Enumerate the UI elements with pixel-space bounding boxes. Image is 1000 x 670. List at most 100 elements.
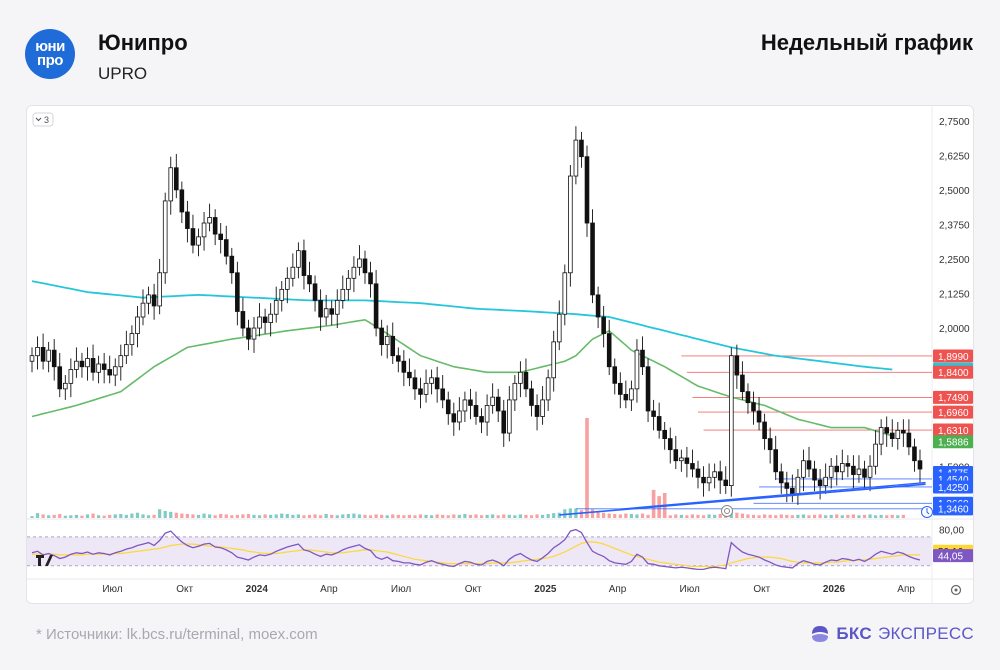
candle-up xyxy=(279,288,285,301)
level-price-label: 1,6310 xyxy=(938,426,969,437)
candle-down xyxy=(229,255,235,274)
volume-bar xyxy=(230,515,234,518)
settings-gear-icon[interactable] xyxy=(950,584,962,596)
candle-up xyxy=(540,399,545,417)
volume-bar xyxy=(74,514,78,518)
candle-down xyxy=(468,399,473,406)
time-tick-label: 2026 xyxy=(823,584,846,595)
candle-up xyxy=(351,266,357,279)
volume-bar xyxy=(446,515,450,518)
volume-bar xyxy=(47,515,51,518)
volume-bar xyxy=(30,516,34,518)
volume-bar xyxy=(713,514,717,518)
volume-bar xyxy=(546,513,550,518)
volume-bar xyxy=(535,514,539,518)
candle-down xyxy=(212,217,218,235)
volume-bar xyxy=(274,514,278,518)
volume-bar xyxy=(196,514,201,518)
volume-bar xyxy=(257,515,262,518)
rsi-ma-line xyxy=(32,541,920,568)
candle-down xyxy=(529,388,534,406)
bcs-express-brand[interactable]: БКС ЭКСПРЕСС xyxy=(810,624,974,644)
volume-bar xyxy=(35,513,40,518)
time-tick-label: Окт xyxy=(176,584,193,595)
volume-bar xyxy=(263,514,267,518)
candle-up xyxy=(129,333,135,346)
volume-bar xyxy=(812,514,817,518)
candle-up xyxy=(551,341,556,379)
level-price-label-bg xyxy=(933,405,973,419)
logo-line-2: про xyxy=(37,52,63,69)
candle-down xyxy=(901,429,906,434)
volume-bar xyxy=(751,514,756,518)
candle-up xyxy=(74,360,79,370)
candle-down xyxy=(595,294,601,318)
candle-down xyxy=(107,369,113,376)
candle-up xyxy=(273,300,279,315)
candle-down xyxy=(773,449,778,473)
candle-down xyxy=(440,388,445,401)
price-chart[interactable]: 3 2,7500 2,6250 2,5000 2,3750 2,2500 2,1250 2,… xyxy=(27,106,973,603)
volume-bar xyxy=(840,515,844,518)
candle-down xyxy=(673,449,679,462)
candle-up xyxy=(135,316,140,334)
volume-bar xyxy=(441,514,445,518)
volume-bar xyxy=(402,515,406,518)
candle-down xyxy=(695,468,701,478)
candle-down xyxy=(784,482,790,489)
candle-down xyxy=(379,327,384,346)
volume-bar xyxy=(646,514,650,518)
candle-down xyxy=(395,355,401,362)
volume-bar xyxy=(513,515,517,518)
chart-card: 3 2,7500 2,6250 2,5000 2,3750 2,2500 2,1250 2,… xyxy=(26,105,974,604)
volume-bar xyxy=(735,512,739,518)
volume-bar xyxy=(302,515,306,518)
level-price-label-bg xyxy=(933,480,973,494)
level-price-label: 1,6960 xyxy=(938,408,969,419)
volume-bar xyxy=(435,514,439,518)
candle-down xyxy=(246,327,251,340)
volume-bar xyxy=(763,514,767,518)
volume-bar xyxy=(491,514,495,518)
time-tick-label: Окт xyxy=(753,584,770,595)
candle-down xyxy=(418,388,423,395)
volume-bar xyxy=(424,514,428,518)
source-note: * Источники: lk.bcs.ru/terminal, moex.co… xyxy=(36,626,318,643)
volume-bar xyxy=(796,514,800,518)
candle-up xyxy=(457,410,462,423)
candle-up xyxy=(112,366,118,376)
volume-bar xyxy=(219,513,223,518)
candle-down xyxy=(817,479,823,486)
candle-up xyxy=(867,465,873,478)
volume-bar xyxy=(102,515,106,518)
volume-bar xyxy=(602,512,606,518)
candle-up xyxy=(556,313,562,343)
volume-bar xyxy=(846,514,850,518)
volume-bar xyxy=(391,514,395,518)
volume-bar xyxy=(807,515,811,518)
volume-bar xyxy=(851,514,855,518)
replay-icon[interactable] xyxy=(921,506,933,518)
candle-up xyxy=(384,335,390,346)
collapse-toggle-button[interactable]: 3 xyxy=(32,112,54,127)
candle-up xyxy=(873,443,878,467)
candle-down xyxy=(307,275,312,285)
candle-up xyxy=(856,468,862,475)
candle-down xyxy=(806,460,812,470)
candle-up xyxy=(162,200,168,274)
price-tick-label: 2,5000 xyxy=(939,186,970,197)
candle-up xyxy=(484,405,490,423)
volume-bar xyxy=(241,514,245,518)
volume-bar xyxy=(507,514,511,518)
volume-bar xyxy=(496,515,500,518)
volume-bar xyxy=(413,515,417,518)
candle-up xyxy=(340,288,346,301)
volume-bar xyxy=(97,515,101,518)
volume-bar xyxy=(818,514,822,518)
volume-bar xyxy=(385,515,389,518)
candle-up xyxy=(895,429,901,440)
candle-down xyxy=(390,335,396,357)
dividend-marker-icon[interactable] xyxy=(721,505,733,517)
candle-up xyxy=(323,308,329,318)
collapse-count: 3 xyxy=(44,115,49,125)
